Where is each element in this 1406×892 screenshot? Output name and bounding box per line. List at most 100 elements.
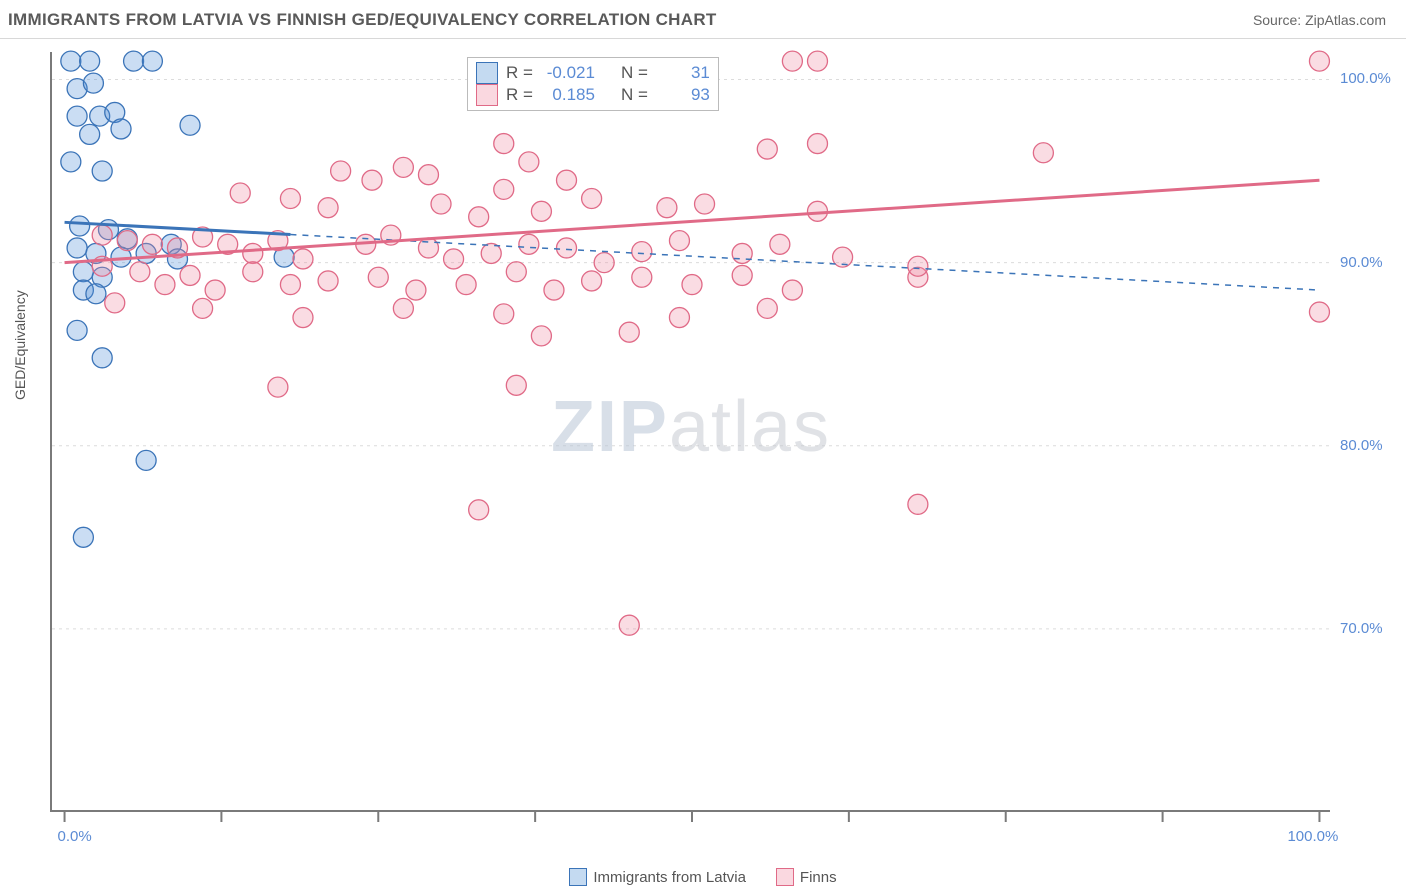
scatter-point xyxy=(136,450,156,470)
scatter-point xyxy=(111,119,131,139)
scatter-point xyxy=(368,267,388,287)
scatter-point xyxy=(331,161,351,181)
scatter-point xyxy=(757,139,777,159)
scatter-point xyxy=(61,152,81,172)
y-tick-label: 90.0% xyxy=(1340,254,1383,271)
scatter-point xyxy=(695,194,715,214)
scatter-point xyxy=(142,51,162,71)
scatter-point xyxy=(807,134,827,154)
scatter-point xyxy=(682,275,702,295)
stat-n-value: 93 xyxy=(656,85,710,105)
scatter-point xyxy=(619,322,639,342)
scatter-point xyxy=(243,262,263,282)
legend-item: Finns xyxy=(776,868,837,886)
scatter-point xyxy=(582,271,602,291)
scatter-point xyxy=(657,198,677,218)
scatter-point xyxy=(770,234,790,254)
y-tick-label: 80.0% xyxy=(1340,437,1383,454)
scatter-point xyxy=(205,280,225,300)
scatter-point xyxy=(782,51,802,71)
scatter-point xyxy=(582,189,602,209)
scatter-point xyxy=(92,225,112,245)
bottom-legend: Immigrants from Latvia Finns xyxy=(0,868,1406,886)
scatter-point xyxy=(594,253,614,273)
stats-legend-row: R =0.185N =93 xyxy=(476,84,710,106)
legend-swatch xyxy=(476,62,498,84)
scatter-point xyxy=(105,293,125,313)
stats-legend: R =-0.021N =31R =0.185N =93 xyxy=(467,57,719,111)
scatter-point xyxy=(669,308,689,328)
scatter-point xyxy=(230,183,250,203)
legend-label: Finns xyxy=(800,869,837,886)
scatter-point xyxy=(494,179,514,199)
scatter-point xyxy=(393,157,413,177)
scatter-point xyxy=(142,234,162,254)
chart-title: IMMIGRANTS FROM LATVIA VS FINNISH GED/EQ… xyxy=(8,10,717,30)
stat-n-label: N = xyxy=(621,63,648,83)
scatter-point xyxy=(632,267,652,287)
scatter-point xyxy=(92,161,112,181)
source-prefix: Source: xyxy=(1253,12,1305,28)
scatter-point xyxy=(782,280,802,300)
scatter-point xyxy=(73,527,93,547)
scatter-point xyxy=(519,152,539,172)
scatter-point xyxy=(418,165,438,185)
scatter-point xyxy=(80,51,100,71)
scatter-point xyxy=(494,304,514,324)
scatter-point xyxy=(506,375,526,395)
x-tick-label-right: 100.0% xyxy=(1287,828,1338,845)
legend-swatch xyxy=(476,84,498,106)
scatter-point xyxy=(92,348,112,368)
scatter-point xyxy=(1309,51,1329,71)
scatter-point xyxy=(908,494,928,514)
stat-r-label: R = xyxy=(506,85,533,105)
x-tick-label-left: 0.0% xyxy=(58,828,92,845)
scatter-point xyxy=(469,207,489,227)
scatter-point xyxy=(130,262,150,282)
scatter-point xyxy=(732,243,752,263)
scatter-point xyxy=(494,134,514,154)
scatter-point xyxy=(632,242,652,262)
scatter-point xyxy=(318,198,338,218)
scatter-point xyxy=(531,326,551,346)
scatter-point xyxy=(506,262,526,282)
stat-n-label: N = xyxy=(621,85,648,105)
scatter-point xyxy=(80,124,100,144)
scatter-point xyxy=(619,615,639,635)
scatter-point xyxy=(456,275,476,295)
source-name: ZipAtlas.com xyxy=(1305,12,1386,28)
legend-item: Immigrants from Latvia xyxy=(569,868,746,886)
legend-swatch xyxy=(776,868,794,886)
scatter-point xyxy=(669,231,689,251)
scatter-point xyxy=(280,275,300,295)
scatter-point xyxy=(280,189,300,209)
scatter-point xyxy=(807,51,827,71)
scatter-point xyxy=(1309,302,1329,322)
scatter-point xyxy=(67,238,87,258)
y-tick-label: 100.0% xyxy=(1340,70,1391,87)
scatter-point xyxy=(243,243,263,263)
scatter-point xyxy=(557,170,577,190)
scatter-point xyxy=(431,194,451,214)
stats-legend-row: R =-0.021N =31 xyxy=(476,62,710,84)
legend-swatch xyxy=(569,868,587,886)
regression-line xyxy=(65,180,1320,262)
scatter-point xyxy=(180,115,200,135)
stat-r-value: -0.021 xyxy=(541,63,595,83)
scatter-point xyxy=(86,284,106,304)
scatter-point xyxy=(519,234,539,254)
scatter-point xyxy=(73,262,93,282)
stat-r-label: R = xyxy=(506,63,533,83)
scatter-plot-svg xyxy=(52,52,1330,810)
legend-label: Immigrants from Latvia xyxy=(593,869,746,886)
scatter-point xyxy=(1033,143,1053,163)
scatter-point xyxy=(70,216,90,236)
scatter-point xyxy=(67,106,87,126)
scatter-point xyxy=(362,170,382,190)
scatter-point xyxy=(393,298,413,318)
scatter-point xyxy=(757,298,777,318)
scatter-point xyxy=(180,265,200,285)
scatter-point xyxy=(318,271,338,291)
y-tick-label: 70.0% xyxy=(1340,620,1383,637)
scatter-point xyxy=(444,249,464,269)
